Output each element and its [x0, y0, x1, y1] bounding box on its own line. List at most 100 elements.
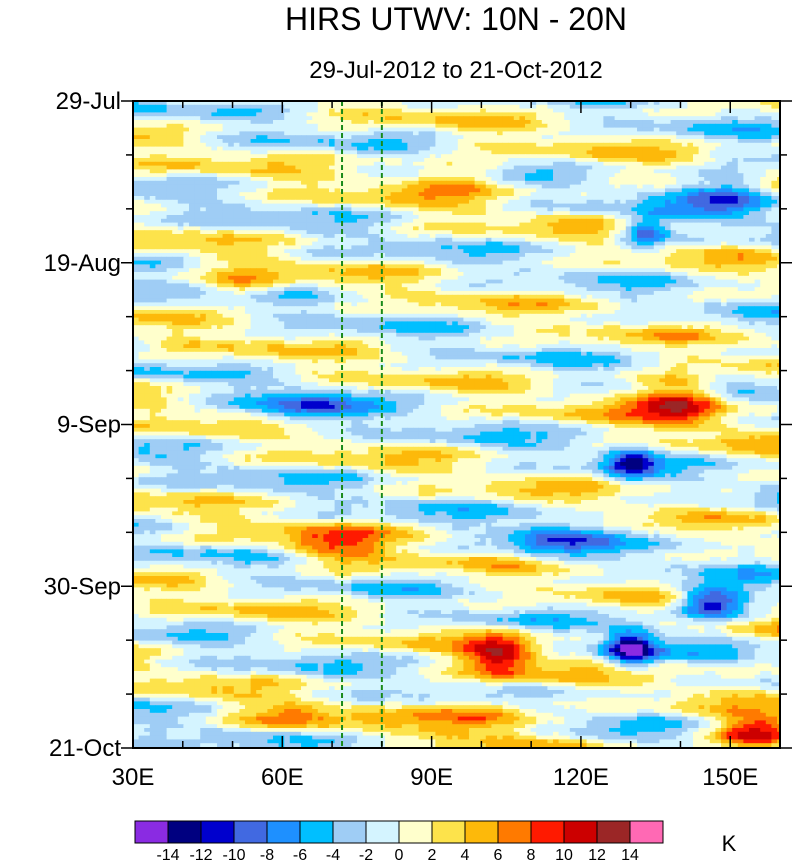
- field-cell: [609, 222, 615, 227]
- field-cell: [317, 108, 324, 113]
- field-cell: [222, 237, 229, 242]
- field-cell: [334, 180, 341, 185]
- field-cell: [233, 249, 240, 254]
- field-cell: [267, 112, 274, 117]
- field-cell: [357, 131, 363, 136]
- field-cell: [536, 158, 543, 163]
- field-cell: [211, 184, 218, 189]
- field-cell: [681, 199, 688, 204]
- field-cell: [261, 123, 268, 128]
- field-cell: [161, 135, 167, 140]
- field-cell: [357, 116, 363, 121]
- field-cell: [525, 116, 531, 121]
- field-cell: [681, 192, 688, 197]
- field-cell: [749, 169, 755, 174]
- field-cell: [161, 146, 167, 151]
- field-cell: [155, 249, 162, 254]
- field-cell: [161, 150, 167, 155]
- field-cell: [340, 241, 347, 246]
- field-cell: [217, 146, 223, 151]
- field-cell: [239, 180, 246, 185]
- field-cell: [693, 177, 699, 182]
- field-cell: [525, 150, 531, 155]
- field-cell: [625, 142, 632, 147]
- field-cell: [390, 234, 397, 239]
- field-cell: [564, 207, 571, 212]
- field-cell: [642, 108, 649, 113]
- field-cell: [362, 120, 369, 125]
- field-cell: [765, 199, 772, 204]
- field-cell: [368, 218, 375, 223]
- field-cell: [200, 165, 207, 170]
- field-cell: [614, 260, 621, 265]
- field-cell: [211, 127, 218, 132]
- field-cell: [413, 260, 419, 265]
- field-cell: [385, 158, 391, 163]
- field-cell: [144, 196, 151, 201]
- field-cell: [446, 192, 453, 197]
- field-cell: [452, 253, 459, 258]
- field-cell: [681, 249, 688, 254]
- field-cell: [592, 173, 599, 178]
- field-cell: [390, 139, 397, 144]
- field-cell: [469, 249, 475, 254]
- field-cell: [362, 249, 369, 254]
- field-cell: [161, 188, 167, 193]
- field-cell: [284, 184, 291, 189]
- field-cell: [553, 104, 559, 109]
- field-cell: [676, 161, 683, 166]
- field-cell: [513, 173, 520, 178]
- field-cell: [233, 177, 240, 182]
- field-cell: [452, 180, 459, 185]
- field-cell: [721, 112, 727, 117]
- field-cell: [513, 101, 520, 106]
- field-cell: [250, 218, 257, 223]
- field-cell: [424, 120, 431, 125]
- field-cell: [390, 184, 397, 189]
- field-cell: [497, 112, 503, 117]
- field-cell: [301, 177, 307, 182]
- field-cell: [564, 180, 571, 185]
- field-cell: [138, 127, 145, 132]
- field-cell: [133, 184, 139, 189]
- field-cell: [687, 173, 694, 178]
- field-cell: [732, 101, 739, 106]
- field-cell: [133, 260, 139, 265]
- field-cell: [172, 260, 179, 265]
- field-cell: [200, 108, 207, 113]
- field-cell: [637, 120, 643, 125]
- field-cell: [284, 241, 291, 246]
- field-cell: [687, 120, 694, 125]
- field-cell: [558, 173, 565, 178]
- field-cell: [541, 139, 548, 144]
- field-cell: [525, 177, 531, 182]
- field-cell: [161, 256, 167, 261]
- field-cell: [245, 104, 251, 109]
- field-cell: [536, 256, 543, 261]
- field-cell: [373, 222, 380, 227]
- field-cell: [211, 226, 218, 231]
- field-cell: [491, 260, 498, 265]
- field-cell: [166, 161, 173, 166]
- field-cell: [200, 158, 207, 163]
- field-cell: [519, 245, 526, 250]
- field-cell: [457, 234, 464, 239]
- field-cell: [760, 123, 767, 128]
- field-cell: [480, 260, 487, 265]
- field-cell: [155, 237, 162, 242]
- field-cell: [418, 218, 425, 223]
- field-cell: [586, 249, 593, 254]
- field-cell: [446, 142, 453, 147]
- field-cell: [205, 256, 212, 261]
- field-cell: [637, 188, 643, 193]
- field-cell: [424, 249, 431, 254]
- field-cell: [149, 135, 156, 140]
- field-cell: [502, 211, 509, 216]
- field-cell: [614, 101, 621, 106]
- field-cell: [396, 184, 403, 189]
- field-cell: [754, 158, 761, 163]
- field-cell: [480, 101, 487, 106]
- field-cell: [133, 226, 139, 231]
- field-cell: [172, 253, 179, 258]
- field-cell: [345, 207, 352, 212]
